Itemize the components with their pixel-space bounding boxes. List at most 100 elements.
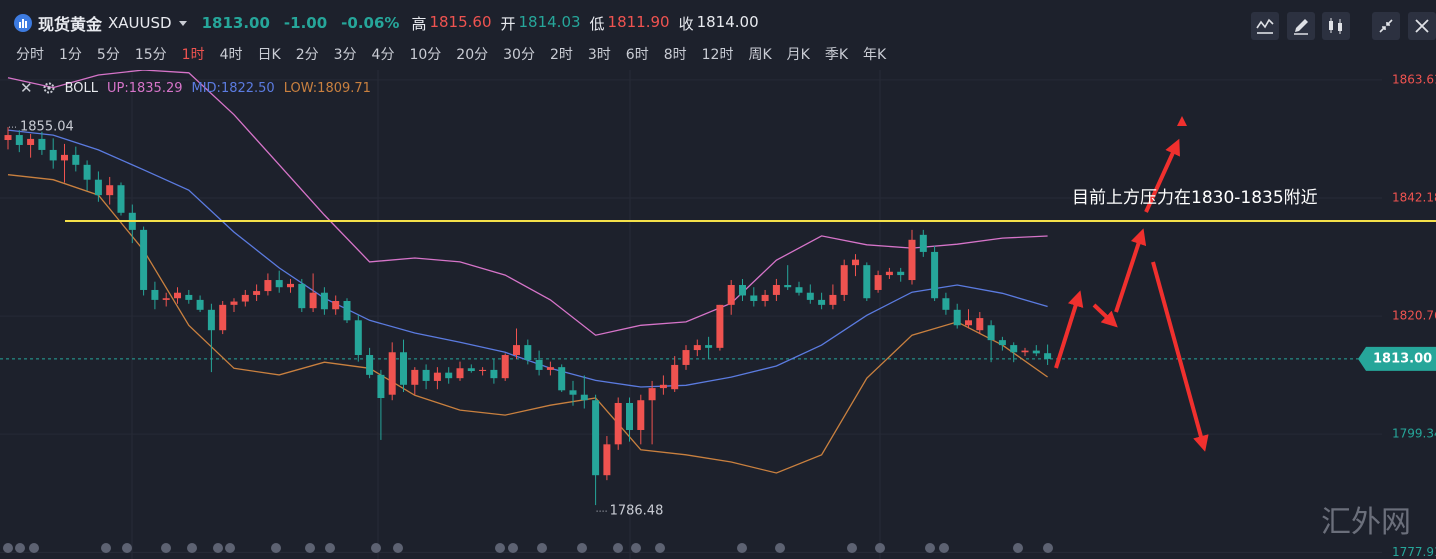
interval-tab[interactable]: 年K (863, 47, 887, 63)
interval-tab[interactable]: 3分 (333, 47, 357, 63)
fullscreen-button[interactable] (1372, 12, 1400, 40)
interval-tab[interactable]: 4时 (219, 47, 243, 63)
ticker[interactable]: XAUUSD (108, 14, 172, 32)
candle-body (309, 292, 317, 309)
axis-icon (925, 543, 935, 553)
candle-body (535, 359, 543, 370)
interval-tab[interactable]: 30分 (503, 47, 535, 63)
candle-body (366, 355, 374, 375)
candle-body (818, 299, 826, 305)
interval-tab[interactable]: 5分 (96, 47, 120, 63)
candle-body (174, 292, 181, 299)
interval-tab[interactable]: 日K (257, 47, 281, 63)
axis-icon (655, 543, 665, 553)
candle-body (1044, 353, 1052, 359)
interval-tab[interactable]: 6时 (625, 47, 649, 63)
candle-body (671, 364, 679, 390)
candle-body (976, 318, 984, 331)
axis-icon (371, 543, 381, 553)
axis-icon (161, 543, 171, 553)
candle-body (761, 294, 769, 301)
stat-value: 1811.90 (607, 12, 670, 31)
candle-body (162, 298, 170, 300)
interval-tab[interactable]: 20分 (456, 47, 489, 63)
candle-body (852, 259, 859, 266)
candle-body (569, 390, 577, 395)
interval-tab[interactable]: 10分 (409, 47, 442, 63)
axis-icon (847, 543, 857, 553)
interval-tab[interactable]: 2分 (295, 47, 319, 63)
axis-icon (187, 543, 197, 553)
interval-tab[interactable]: 季K (824, 47, 849, 63)
candle-body (682, 350, 690, 365)
arrow (1114, 228, 1147, 313)
tool-button[interactable] (1251, 12, 1279, 40)
candle-body (659, 384, 667, 389)
axis-icon (325, 543, 335, 553)
interval-tab[interactable]: 8时 (663, 47, 687, 63)
indicator-name: BOLL (64, 80, 98, 96)
candle-body (287, 283, 294, 288)
interval-tab[interactable]: 3时 (587, 47, 611, 63)
interval-tab[interactable]: 12时 (701, 47, 734, 63)
stat-label: 低 (589, 14, 605, 33)
stat-value: 1814.03 (518, 12, 581, 31)
candle-body (1010, 345, 1018, 353)
candle-body (987, 325, 995, 341)
interval-tab[interactable]: 1时 (181, 47, 205, 63)
axis-icon (15, 543, 25, 553)
indicator-value: UP:1835.29 (107, 80, 183, 96)
plot-area (0, 70, 1382, 506)
axis-icon (3, 543, 13, 553)
tool-button[interactable] (1287, 12, 1315, 40)
candle-body (72, 154, 80, 165)
interval-tab[interactable]: 2时 (549, 47, 573, 63)
candle-body (422, 369, 430, 381)
settings-icon[interactable] (42, 81, 56, 95)
candle-body (320, 292, 328, 310)
close-button[interactable] (1408, 12, 1436, 40)
indicator-value: MID:1822.50 (191, 80, 275, 96)
high-label: 1855.04 (20, 120, 74, 135)
candle-body (885, 271, 893, 276)
boll-line (7, 174, 1048, 474)
candle-body (94, 179, 102, 196)
change: -1.00 (283, 14, 328, 32)
watermark: 汇外网 (1321, 505, 1411, 540)
interval-tab[interactable]: 1分 (59, 47, 82, 63)
y-tick-label: 1820.76 (1392, 309, 1436, 323)
candle-body (603, 444, 611, 476)
candle-body (264, 280, 272, 292)
axis-icon (122, 543, 132, 553)
candle-body (4, 135, 12, 141)
candle-body (38, 138, 46, 150)
last-price-tag (1358, 346, 1436, 371)
candle-body (61, 154, 68, 161)
axis-icon (213, 543, 223, 553)
candle-body (490, 369, 498, 379)
interval-tab[interactable]: 分时 (16, 47, 44, 63)
tool-button[interactable] (1322, 12, 1350, 40)
interval-tab[interactable]: 周K (748, 47, 772, 63)
y-tick-label: 1863.61 (1392, 72, 1436, 86)
candle-body (558, 367, 566, 391)
indicator-value: LOW:1809.71 (283, 80, 371, 96)
dropdown-caret[interactable] (178, 18, 188, 28)
interval-tab[interactable]: 15分 (134, 47, 167, 63)
candle-body (965, 320, 972, 326)
close-icon[interactable]: ✕ (20, 79, 33, 97)
candle-body (151, 289, 159, 300)
candle-body (388, 352, 396, 395)
candle-body (298, 283, 306, 309)
interval-tab[interactable]: 月K (786, 47, 810, 63)
candle-body (185, 294, 193, 300)
stat-label: 收 (678, 14, 694, 33)
interval-tab[interactable]: 4分 (371, 47, 395, 63)
candle-body (874, 275, 882, 290)
icon (1294, 19, 1308, 35)
arrow (1092, 303, 1118, 328)
stat-value: 1814.00 (696, 12, 759, 31)
stat-value: 1815.60 (429, 12, 492, 31)
axis-icon (631, 543, 641, 553)
